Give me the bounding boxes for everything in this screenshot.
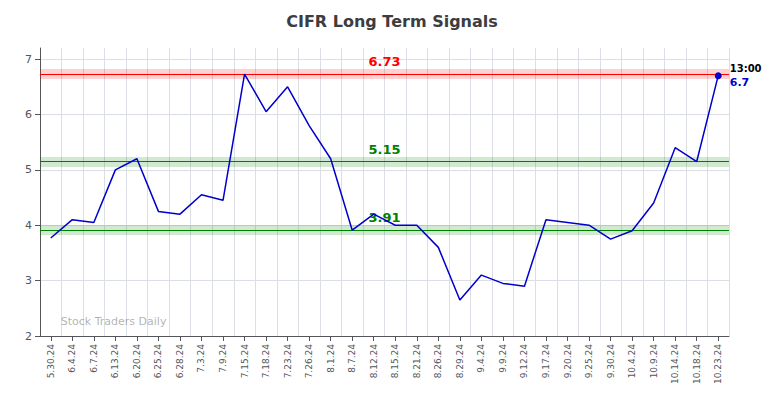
svg-text:6.13.24: 6.13.24 xyxy=(110,344,120,379)
svg-text:9.30.24: 9.30.24 xyxy=(606,344,616,379)
svg-text:8.15.24: 8.15.24 xyxy=(390,344,400,379)
svg-text:6: 6 xyxy=(25,108,32,121)
svg-text:7.3.24: 7.3.24 xyxy=(196,344,206,373)
svg-text:8.1.24: 8.1.24 xyxy=(326,344,336,373)
svg-text:10.23.24: 10.23.24 xyxy=(713,344,723,384)
svg-text:7.26.24: 7.26.24 xyxy=(304,344,314,379)
svg-text:5.15: 5.15 xyxy=(368,142,400,157)
svg-text:2: 2 xyxy=(25,330,32,343)
svg-text:10.14.24: 10.14.24 xyxy=(670,344,680,384)
svg-text:CIFR Long Term Signals: CIFR Long Term Signals xyxy=(286,12,498,31)
svg-text:7.23.24: 7.23.24 xyxy=(283,344,293,379)
svg-text:8.29.24: 8.29.24 xyxy=(455,344,465,379)
svg-text:10.4.24: 10.4.24 xyxy=(627,344,637,379)
svg-text:6.7: 6.7 xyxy=(730,76,750,89)
svg-text:13:00: 13:00 xyxy=(730,63,762,74)
svg-text:8.26.24: 8.26.24 xyxy=(433,344,443,379)
svg-text:9.4.24: 9.4.24 xyxy=(476,344,486,373)
svg-text:9.12.24: 9.12.24 xyxy=(519,344,529,379)
svg-text:6.20.24: 6.20.24 xyxy=(132,344,142,379)
svg-text:6.25.24: 6.25.24 xyxy=(153,344,163,379)
svg-text:8.21.24: 8.21.24 xyxy=(412,344,422,379)
svg-text:5: 5 xyxy=(25,163,32,176)
svg-text:9.17.24: 9.17.24 xyxy=(541,344,551,379)
svg-text:7: 7 xyxy=(25,53,32,66)
svg-text:9.20.24: 9.20.24 xyxy=(563,344,573,379)
svg-text:7.18.24: 7.18.24 xyxy=(261,344,271,379)
svg-text:6.73: 6.73 xyxy=(368,54,400,69)
svg-text:8.7.24: 8.7.24 xyxy=(347,344,357,373)
svg-text:4: 4 xyxy=(25,219,32,232)
svg-text:10.9.24: 10.9.24 xyxy=(649,344,659,379)
svg-text:10.18.24: 10.18.24 xyxy=(692,344,702,384)
svg-text:8.12.24: 8.12.24 xyxy=(369,344,379,379)
svg-text:9.9.24: 9.9.24 xyxy=(498,344,508,373)
svg-text:6.7.24: 6.7.24 xyxy=(89,344,99,373)
svg-text:3: 3 xyxy=(25,274,32,287)
svg-text:3.91: 3.91 xyxy=(368,210,400,225)
svg-text:6.28.24: 6.28.24 xyxy=(175,344,185,379)
svg-text:6.4.24: 6.4.24 xyxy=(67,344,77,373)
svg-text:5.30.24: 5.30.24 xyxy=(46,344,56,379)
svg-text:7.15.24: 7.15.24 xyxy=(240,344,250,379)
svg-text:7.9.24: 7.9.24 xyxy=(218,344,228,373)
svg-text:9.25.24: 9.25.24 xyxy=(584,344,594,379)
svg-text:Stock Traders Daily: Stock Traders Daily xyxy=(61,315,167,328)
